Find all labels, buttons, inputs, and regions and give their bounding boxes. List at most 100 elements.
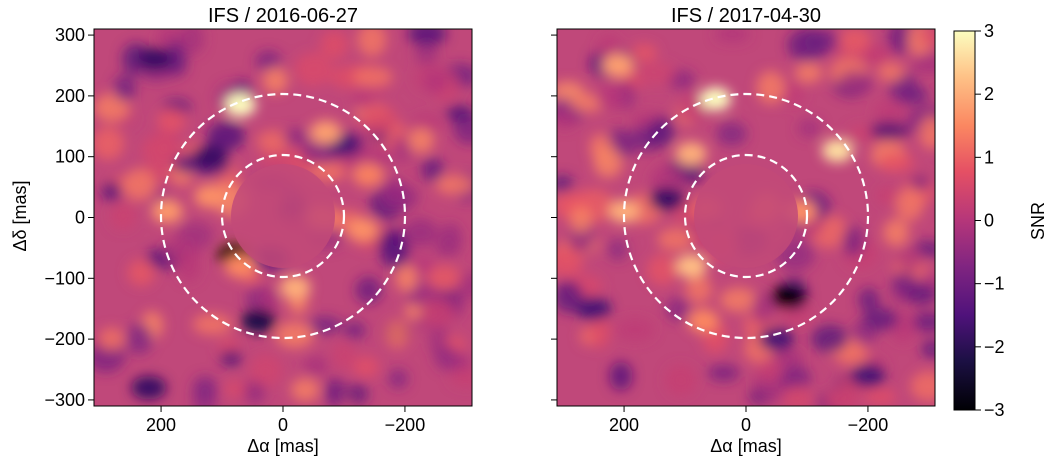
texture-spot (877, 63, 905, 82)
texture-spot (919, 115, 935, 150)
x-tick-label: 200 (609, 415, 639, 435)
texture-spot (290, 378, 320, 402)
texture-spot (123, 168, 156, 201)
texture-spot (262, 67, 288, 94)
texture-spot (795, 62, 823, 83)
texture-spot (607, 238, 628, 261)
texture-spot (127, 259, 155, 286)
texture-spot (858, 287, 880, 312)
texture-spot (324, 378, 346, 406)
texture-spot (918, 29, 935, 46)
texture-spot (910, 371, 935, 402)
texture-spot (385, 320, 409, 349)
y-tick-label: −200 (44, 329, 85, 349)
bright-spot (675, 141, 707, 166)
panel-1-outer-circle (159, 92, 407, 340)
texture-spot (421, 298, 455, 328)
dark-spot (758, 327, 795, 351)
texture-spot (665, 297, 691, 322)
colorbar-tick-label: 1 (984, 147, 994, 167)
texture-spot (862, 307, 899, 331)
colorbar-ticks: 3 2 1 0 −1 −2 −3 (975, 21, 1005, 420)
texture-spot (685, 275, 713, 304)
texture-spot (811, 325, 849, 353)
bright-spot (675, 254, 707, 278)
texture-spot (631, 43, 658, 62)
dark-spot (131, 376, 167, 400)
y-tick-label: 200 (55, 86, 85, 106)
texture-spot (650, 165, 685, 194)
texture-spot (615, 318, 655, 342)
texture-spot (589, 315, 611, 349)
panel-1-axes: 200 0 −200 300 200 100 0 −100 −200 −300 (44, 25, 425, 435)
texture-spot (403, 218, 438, 248)
texture-spot (716, 121, 748, 146)
texture-spot (862, 44, 892, 67)
colorbar: 3 2 1 0 −1 −2 −3 SNR (953, 21, 1048, 420)
dark-spot (241, 309, 277, 333)
texture-spot (797, 118, 822, 138)
texture-spot (910, 312, 935, 333)
bright-spot (687, 309, 719, 333)
texture-spot (891, 272, 918, 295)
texture-spot (873, 99, 907, 126)
texture-spot (864, 388, 897, 406)
panel-1-ylabel: Δδ [mas] (10, 180, 30, 251)
texture-spot (887, 29, 913, 55)
bright-spot (224, 93, 256, 117)
y-tick-label: 0 (75, 208, 85, 228)
texture-spot (125, 322, 153, 355)
texture-spot (320, 30, 349, 59)
dark-spot (771, 284, 807, 309)
panel-1-image-spots (94, 29, 472, 406)
texture-spot (895, 188, 924, 221)
panel-1-inner-circle (220, 153, 346, 279)
texture-spot (307, 316, 342, 334)
texture-spot (353, 66, 393, 88)
texture-spot (94, 126, 125, 160)
colorbar-tick-label: −2 (984, 337, 1005, 357)
texture-spot (427, 265, 461, 291)
texture-spot (657, 228, 694, 251)
bright-spot (346, 217, 378, 242)
texture-spot (380, 245, 410, 269)
dark-spot (649, 187, 685, 211)
texture-spot (192, 375, 218, 402)
colorbar-tick-label: 2 (984, 84, 994, 104)
texture-spot (781, 365, 811, 392)
texture-spot (826, 389, 860, 406)
panel-2-outer-circle (622, 92, 870, 340)
texture-spot (355, 276, 382, 304)
texture-spot (141, 134, 180, 168)
texture-spot (838, 29, 872, 54)
texture-spot (414, 40, 439, 66)
texture-spot (756, 70, 785, 105)
texture-spot (751, 291, 776, 325)
x-tick-label: −200 (848, 415, 889, 435)
texture-spot (876, 186, 898, 205)
panel-2-inner-circle (683, 153, 809, 279)
texture-spot (877, 152, 915, 173)
texture-spot (636, 61, 676, 86)
texture-spot (98, 327, 125, 351)
texture-spot (388, 368, 409, 389)
texture-spot (395, 263, 418, 292)
texture-spot (782, 385, 814, 406)
texture-spot (423, 69, 448, 94)
texture-spot (179, 29, 205, 55)
texture-spot (109, 201, 137, 230)
texture-spot (449, 368, 472, 387)
texture-spot (665, 364, 697, 397)
colorbar-tick-label: 3 (984, 21, 994, 41)
texture-spot (177, 251, 201, 283)
panel-2-xlabel: Δα [mas] (710, 436, 781, 456)
panel-2-axes: 200 0 −200 (551, 34, 889, 435)
y-tick-label: 100 (55, 147, 85, 167)
texture-spot (787, 29, 828, 62)
panel-1: IFS / 2016-06-27 200 0 −200 300 200 100 0 −100 −… (10, 5, 473, 456)
texture-spot (557, 109, 576, 129)
texture-spot (434, 344, 459, 371)
texture-spot (220, 349, 243, 367)
texture-spot (157, 107, 186, 133)
dark-spot (850, 363, 886, 388)
